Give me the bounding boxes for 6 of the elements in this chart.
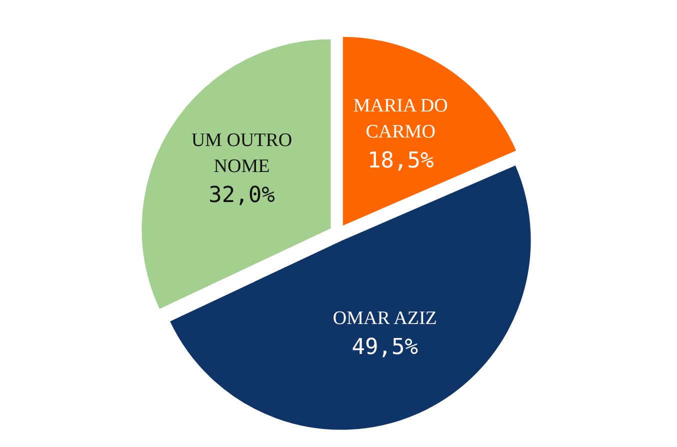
data-label: 18,5% xyxy=(367,148,434,174)
data-label: 49,5% xyxy=(352,334,418,360)
slice-label: UM OUTRO NOME xyxy=(191,130,292,177)
slice-label: OMAR AZIZ xyxy=(332,308,437,329)
slice-label: MARIA DO CARMO xyxy=(353,96,448,143)
data-label: 32,0% xyxy=(208,182,275,208)
